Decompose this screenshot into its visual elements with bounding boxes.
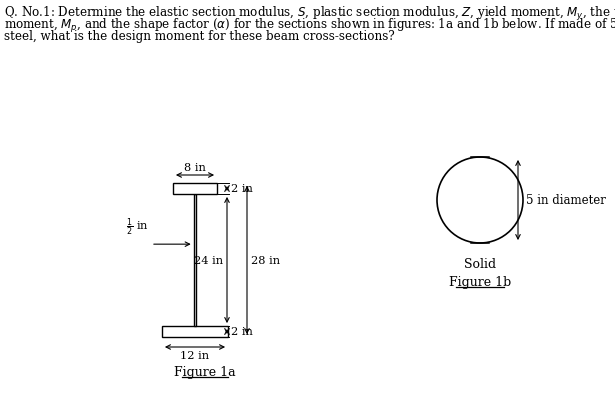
Text: 5 in diameter: 5 in diameter	[526, 194, 606, 207]
Bar	[162, 326, 228, 337]
Text: 2 in: 2 in	[231, 184, 253, 194]
Text: steel, what is the design moment for these beam cross-sections?: steel, what is the design moment for the…	[4, 30, 395, 43]
Text: Figure 1a: Figure 1a	[174, 365, 236, 378]
Text: 24 in: 24 in	[194, 256, 223, 265]
Text: 12 in: 12 in	[180, 350, 210, 360]
Text: 28 in: 28 in	[251, 256, 280, 265]
Text: $\frac{1}{2}$ in: $\frac{1}{2}$ in	[126, 216, 149, 238]
Text: 2 in: 2 in	[231, 327, 253, 337]
Text: moment, $M_p$, and the shape factor ($\alpha$) for the sections shown in figures: moment, $M_p$, and the shape factor ($\a…	[4, 17, 615, 35]
Bar	[173, 183, 217, 194]
Text: 8 in: 8 in	[184, 162, 206, 173]
Text: Solid: Solid	[464, 257, 496, 270]
Bar	[194, 194, 196, 326]
Text: Figure 1b: Figure 1b	[449, 275, 511, 288]
Text: Q. No.1: Determine the elastic section modulus, $S$, plastic section modulus, $Z: Q. No.1: Determine the elastic section m…	[4, 5, 615, 23]
